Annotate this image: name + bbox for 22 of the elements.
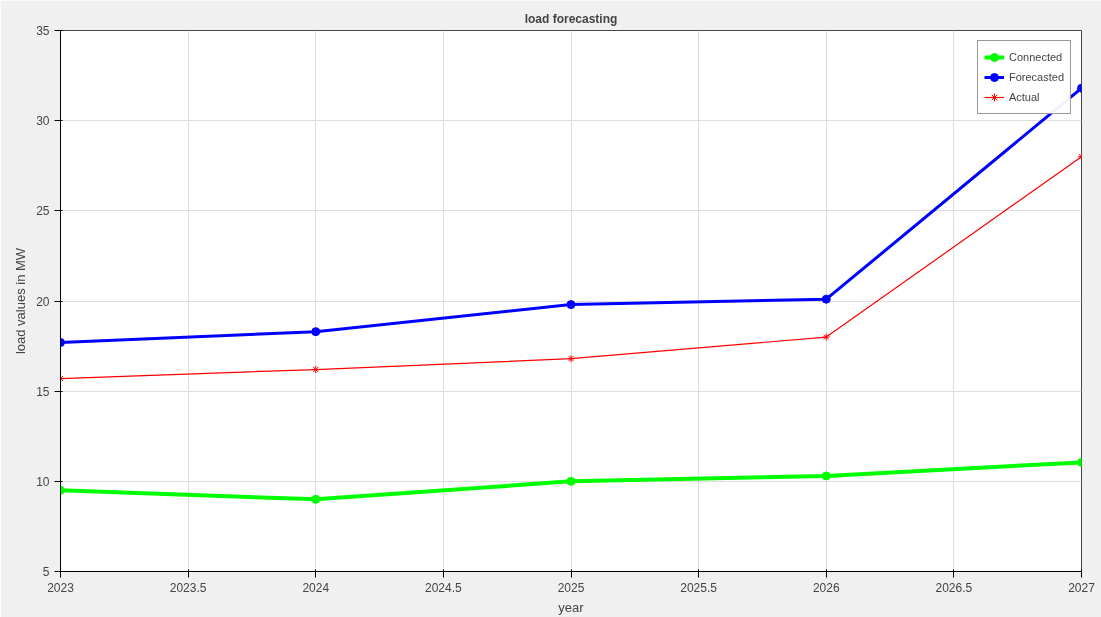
- legend-label: Actual: [1008, 91, 1040, 103]
- y-axis-title: load values in MW: [13, 247, 29, 355]
- legend-label: Forecasted: [1008, 71, 1064, 83]
- y-tick-label: 20: [36, 294, 50, 309]
- x-tick-label: 2026: [812, 580, 840, 595]
- y-tick-label: 25: [36, 204, 50, 219]
- x-tick-label: 2023: [47, 580, 75, 595]
- x-tick-label: 2023.5: [169, 580, 207, 595]
- y-tick-label: 35: [36, 24, 50, 38]
- x-tick-label: 2025.5: [680, 580, 718, 595]
- x-tick-label: 2024: [302, 580, 330, 595]
- y-tick-label: 30: [36, 114, 50, 129]
- legend-label: Connected: [1008, 51, 1063, 63]
- x-tick-label: 2027: [1068, 580, 1096, 595]
- chart-title: load forecasting: [524, 11, 618, 26]
- y-tick-label: 5: [42, 565, 50, 579]
- y-tick-label: 15: [36, 384, 50, 399]
- x-tick-label: 2025: [557, 580, 585, 595]
- y-tick-label: 10: [36, 474, 50, 489]
- x-tick-label: 2024.5: [425, 580, 463, 595]
- x-axis-title: year: [558, 599, 585, 615]
- x-tick-label: 2026.5: [935, 580, 973, 595]
